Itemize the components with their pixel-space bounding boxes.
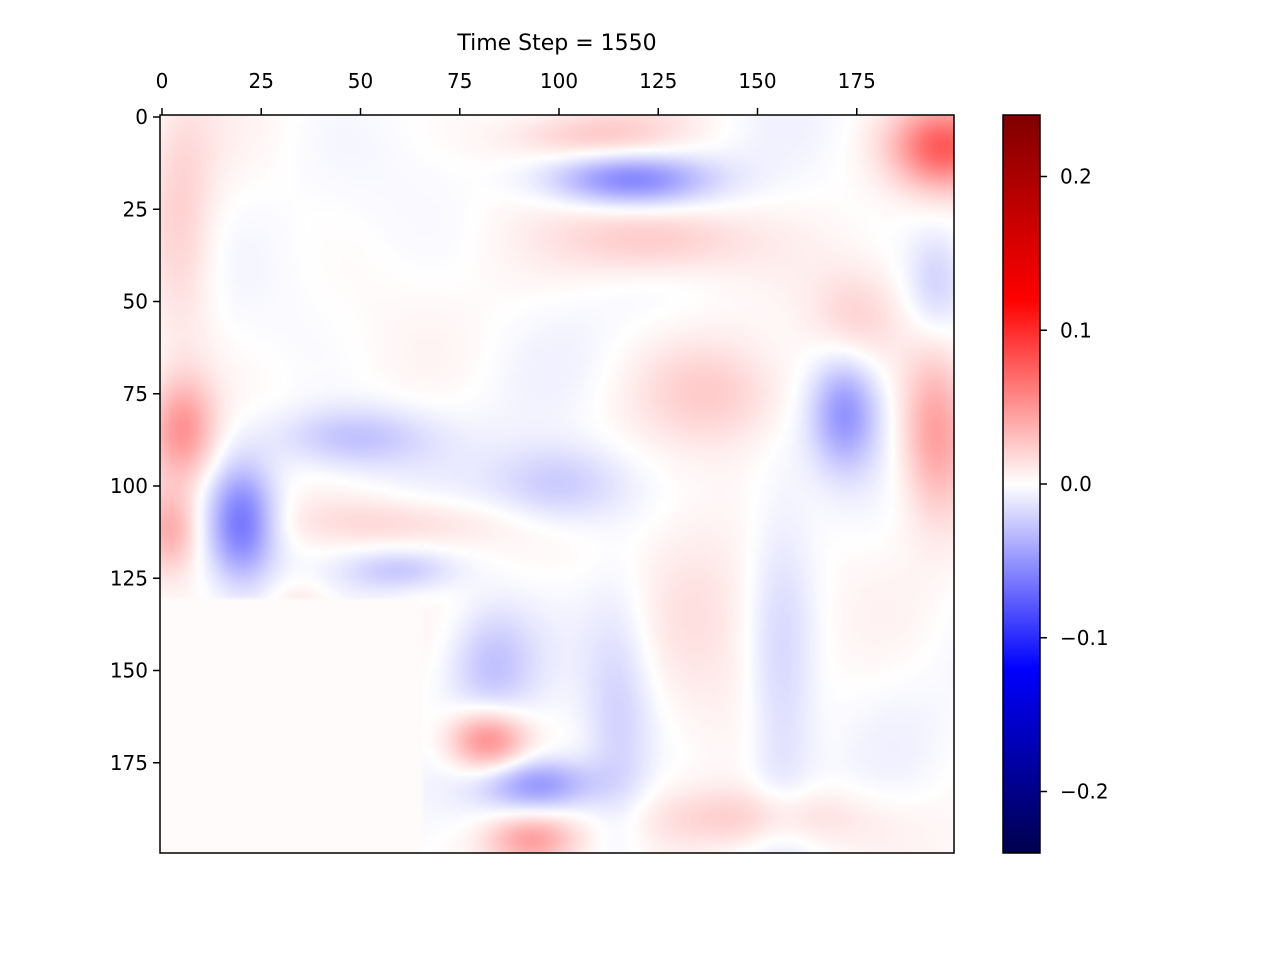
x-tick-label: 0 <box>156 69 169 93</box>
x-tick-label: 50 <box>348 69 373 93</box>
colorbar <box>1002 114 1041 854</box>
heatmap-image <box>160 115 954 853</box>
colorbar-tick-label: −0.1 <box>1060 626 1109 650</box>
y-tick-label: 75 <box>123 382 148 406</box>
x-tick-label: 25 <box>249 69 274 93</box>
x-tick-label: 100 <box>540 69 578 93</box>
chart-title: Time Step = 1550 <box>456 31 656 56</box>
y-tick-label: 150 <box>110 659 148 683</box>
colorbar-tick-label: 0.2 <box>1060 165 1092 189</box>
y-tick-label: 0 <box>135 105 148 129</box>
y-axis: 0 25 50 75 100 125 150 175 <box>110 105 160 775</box>
plot-frame <box>159 114 955 854</box>
colorbar-tick-label: −0.2 <box>1060 780 1109 804</box>
y-tick-label: 50 <box>123 290 148 314</box>
x-tick-label: 175 <box>838 69 876 93</box>
x-tick-label: 75 <box>447 69 472 93</box>
y-tick-label: 100 <box>110 474 148 498</box>
x-tick-label: 125 <box>639 69 677 93</box>
x-tick-label: 150 <box>738 69 776 93</box>
x-axis: 0 25 50 75 100 125 150 175 <box>156 69 876 115</box>
y-tick-label: 125 <box>110 566 148 590</box>
y-tick-label: 175 <box>110 751 148 775</box>
colorbar-tick-label: 0.0 <box>1060 472 1092 496</box>
heatmap-plot-area <box>160 115 954 853</box>
colorbar-axis: 0.2 0.1 0.0 −0.1 −0.2 <box>1040 165 1109 804</box>
colorbar-tick-label: 0.1 <box>1060 318 1092 342</box>
y-tick-label: 25 <box>123 197 148 221</box>
